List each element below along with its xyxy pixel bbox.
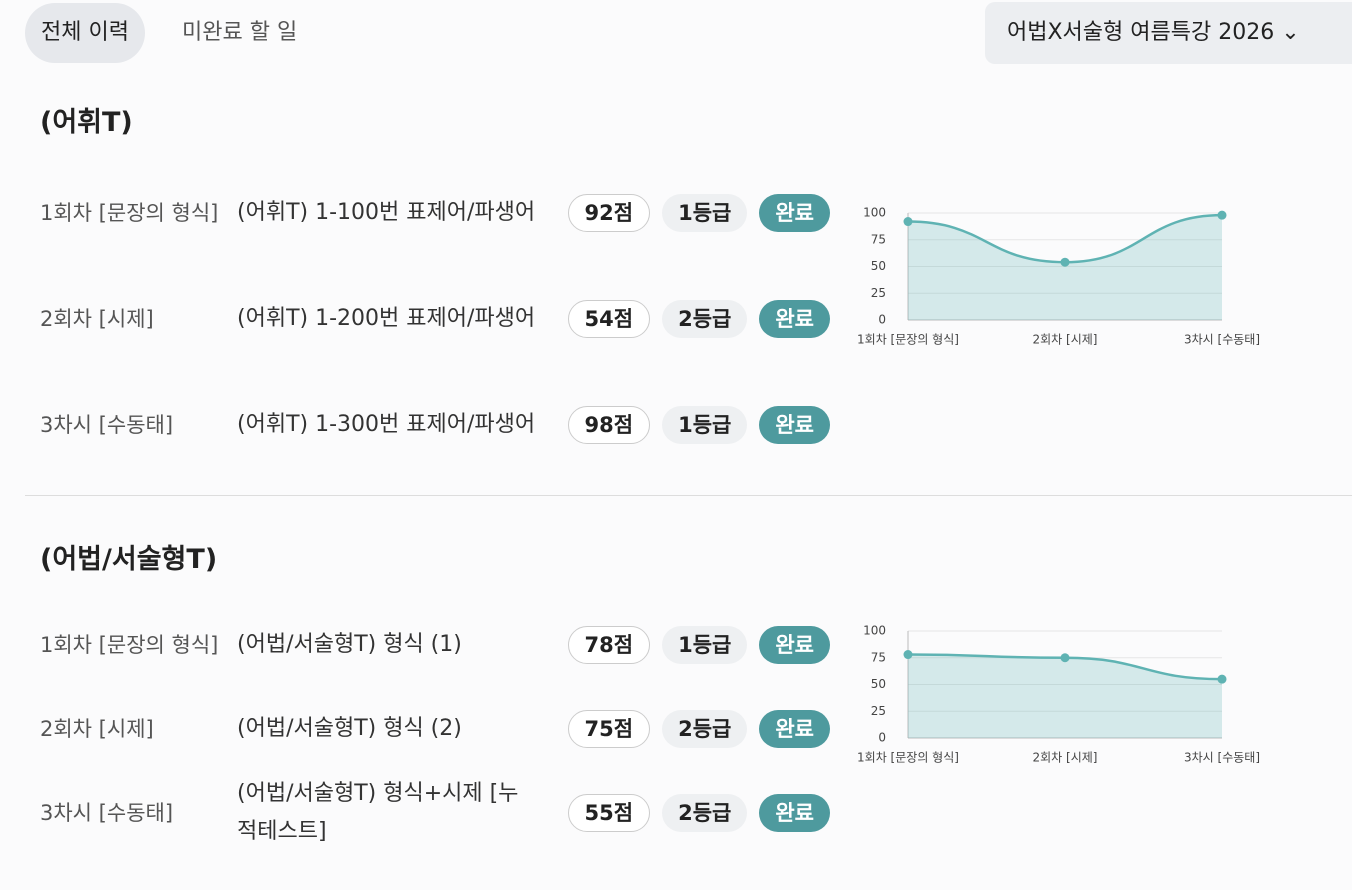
point <box>903 217 913 227</box>
chart: 0 25 50 75 100 1회차 [문장의 형식] 2회차 [시제] 3차시 [수동태] <box>857 624 1260 765</box>
y-tick-label: 75 <box>871 650 886 664</box>
status-badge: 완료 <box>759 794 830 832</box>
y-tick-label: 0 <box>878 731 886 745</box>
rows: 1회차 [문장의 형식] (어휘T) 1-100번 표제어/파생어 92점 1등급 완료… <box>40 160 830 478</box>
y-tick-label: 50 <box>871 677 886 691</box>
row-label: 1회차 [문장의 형식] <box>40 201 219 225</box>
status-badge: 완료 <box>759 710 830 748</box>
score-badge: 75점 <box>567 710 651 748</box>
badges: 98점 1등급 완료 <box>558 406 830 444</box>
row: 1회차 [문장의 형식] (어휘T) 1-100번 표제어/파생어 92점 1등급 완료 <box>40 160 830 266</box>
badges: 54점 2등급 완료 <box>558 300 830 338</box>
score-badge: 98점 <box>567 406 651 444</box>
x-tick-label: 1회차 [문장의 형식] <box>857 333 959 347</box>
chart: 0 25 50 75 100 1회차 [문장의 형식] 2회차 [시제] 3차시 [수동태] <box>857 206 1260 347</box>
status-badge: 완료 <box>759 626 830 664</box>
rows: 1회차 [문장의 형식] (어법/서술형T) 형식 (1) 78점 1등급 완료 2회차 … <box>40 603 830 855</box>
row-title: (어휘T) 1-200번 표제어/파생어 <box>237 306 536 331</box>
row-title: (어휘T) 1-300번 표제어/파생어 <box>237 412 536 437</box>
row-title: (어법/서술형T) 형식 (1) <box>237 632 462 657</box>
x-tick-label: 2회차 [시제] <box>1033 751 1098 765</box>
grade-badge: 1등급 <box>662 626 748 664</box>
row-label: 1회차 [문장의 형식] <box>40 633 219 657</box>
status-badge: 완료 <box>759 300 830 338</box>
tab[interactable]: 전체 이력 <box>25 3 145 63</box>
y-tick-label: 50 <box>871 259 886 273</box>
y-tick-label: 0 <box>878 313 886 327</box>
point <box>1217 210 1227 220</box>
row: 3차시 [수동태] (어휘T) 1-300번 표제어/파생어 98점 1등급 완료 <box>40 372 830 478</box>
point <box>1060 257 1070 267</box>
score-badge: 92점 <box>567 194 651 232</box>
row: 2회차 [시제] (어휘T) 1-200번 표제어/파생어 54점 2등급 완료 <box>40 266 830 372</box>
x-tick-label: 3차시 [수동태] <box>1184 333 1260 347</box>
tab[interactable]: 미완료 할 일 <box>182 20 298 45</box>
row: 3차시 [수동태] (어법/서술형T) 형식+시제 [누적테스트] 55점 2등급 완료 <box>40 771 830 855</box>
score-badge: 55점 <box>567 794 651 832</box>
row-title: (어휘T) 1-100번 표제어/파생어 <box>237 200 536 225</box>
y-tick-label: 100 <box>863 206 886 220</box>
row-title: (어법/서술형T) 형식+시제 [누적테스트] <box>237 781 519 844</box>
y-tick-label: 25 <box>871 704 886 718</box>
y-tick-label: 100 <box>863 624 886 638</box>
section-title: (어법/서술형T) <box>40 544 218 575</box>
y-tick-label: 25 <box>871 286 886 300</box>
course-dropdown[interactable]: 어법X서술형 여름특강 2026 ⌄ <box>985 2 1352 64</box>
section: (어휘T) 1회차 [문장의 형식] (어휘T) 1-100번 표제어/파생어 92점… <box>0 90 1352 495</box>
row: 2회차 [시제] (어법/서술형T) 형식 (2) 75점 2등급 완료 <box>40 687 830 771</box>
section: (어법/서술형T) 1회차 [문장의 형식] (어법/서술형T) 형식 (1) 78점… <box>0 525 1352 885</box>
point <box>1060 653 1070 663</box>
badges: 55점 2등급 완료 <box>558 794 830 832</box>
badges: 92점 1등급 완료 <box>558 194 830 232</box>
row-title: (어법/서술형T) 형식 (2) <box>237 716 462 741</box>
score-badge: 78점 <box>567 626 651 664</box>
x-tick-label: 1회차 [문장의 형식] <box>857 751 959 765</box>
grade-badge: 1등급 <box>662 406 748 444</box>
grade-badge: 2등급 <box>662 710 748 748</box>
dropdown-label: 어법X서술형 여름특강 2026 <box>1007 20 1275 45</box>
row: 1회차 [문장의 형식] (어법/서술형T) 형식 (1) 78점 1등급 완료 <box>40 603 830 687</box>
point <box>903 650 913 660</box>
x-tick-label: 3차시 [수동태] <box>1184 751 1260 765</box>
y-tick-label: 75 <box>871 232 886 246</box>
row-label: 3차시 [수동태] <box>40 413 174 437</box>
section-title: (어휘T) <box>40 107 133 138</box>
grade-badge: 2등급 <box>662 794 748 832</box>
badges: 75점 2등급 완료 <box>558 710 830 748</box>
grade-badge: 2등급 <box>662 300 748 338</box>
divider <box>25 495 1352 496</box>
row-label: 2회차 [시제] <box>40 307 154 331</box>
x-tick-label: 2회차 [시제] <box>1033 333 1098 347</box>
area <box>908 215 1222 320</box>
badges: 78점 1등급 완료 <box>558 626 830 664</box>
chevron: ⌄ <box>1281 20 1300 45</box>
point <box>1217 674 1227 684</box>
row-label: 3차시 [수동태] <box>40 801 174 825</box>
area <box>908 654 1222 738</box>
status-badge: 완료 <box>759 194 830 232</box>
grade-badge: 1등급 <box>662 194 748 232</box>
score-badge: 54점 <box>567 300 651 338</box>
row-label: 2회차 [시제] <box>40 717 154 741</box>
status-badge: 완료 <box>759 406 830 444</box>
